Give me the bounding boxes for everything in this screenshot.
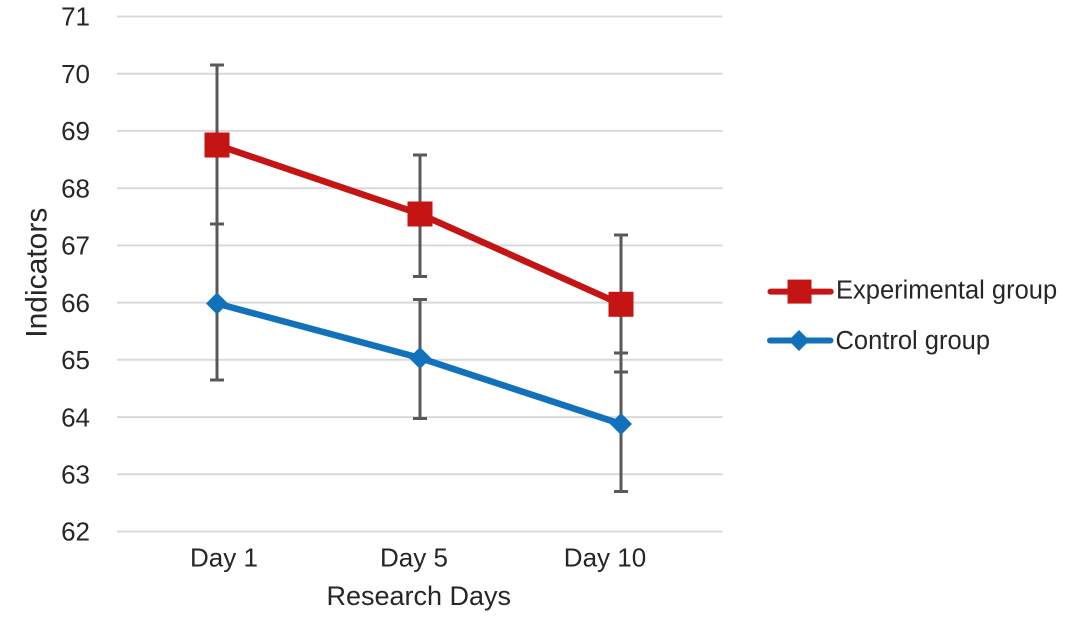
svg-text:71: 71 bbox=[61, 2, 90, 32]
svg-text:70: 70 bbox=[61, 59, 90, 89]
svg-text:Indicators: Indicators bbox=[21, 208, 54, 338]
svg-text:Experimental group: Experimental group bbox=[836, 277, 1057, 305]
svg-text:63: 63 bbox=[61, 460, 90, 490]
svg-text:Day 5: Day 5 bbox=[380, 543, 448, 573]
svg-text:62: 62 bbox=[61, 517, 90, 547]
svg-text:Day 1: Day 1 bbox=[190, 543, 258, 573]
svg-text:Research Days: Research Days bbox=[326, 581, 511, 611]
svg-text:64: 64 bbox=[61, 402, 90, 432]
svg-text:Day 10: Day 10 bbox=[564, 543, 646, 573]
svg-text:Control group: Control group bbox=[836, 327, 991, 355]
svg-text:65: 65 bbox=[61, 345, 90, 375]
svg-text:66: 66 bbox=[61, 288, 90, 318]
svg-text:68: 68 bbox=[61, 173, 90, 203]
svg-text:69: 69 bbox=[61, 116, 90, 146]
svg-text:67: 67 bbox=[61, 231, 90, 261]
